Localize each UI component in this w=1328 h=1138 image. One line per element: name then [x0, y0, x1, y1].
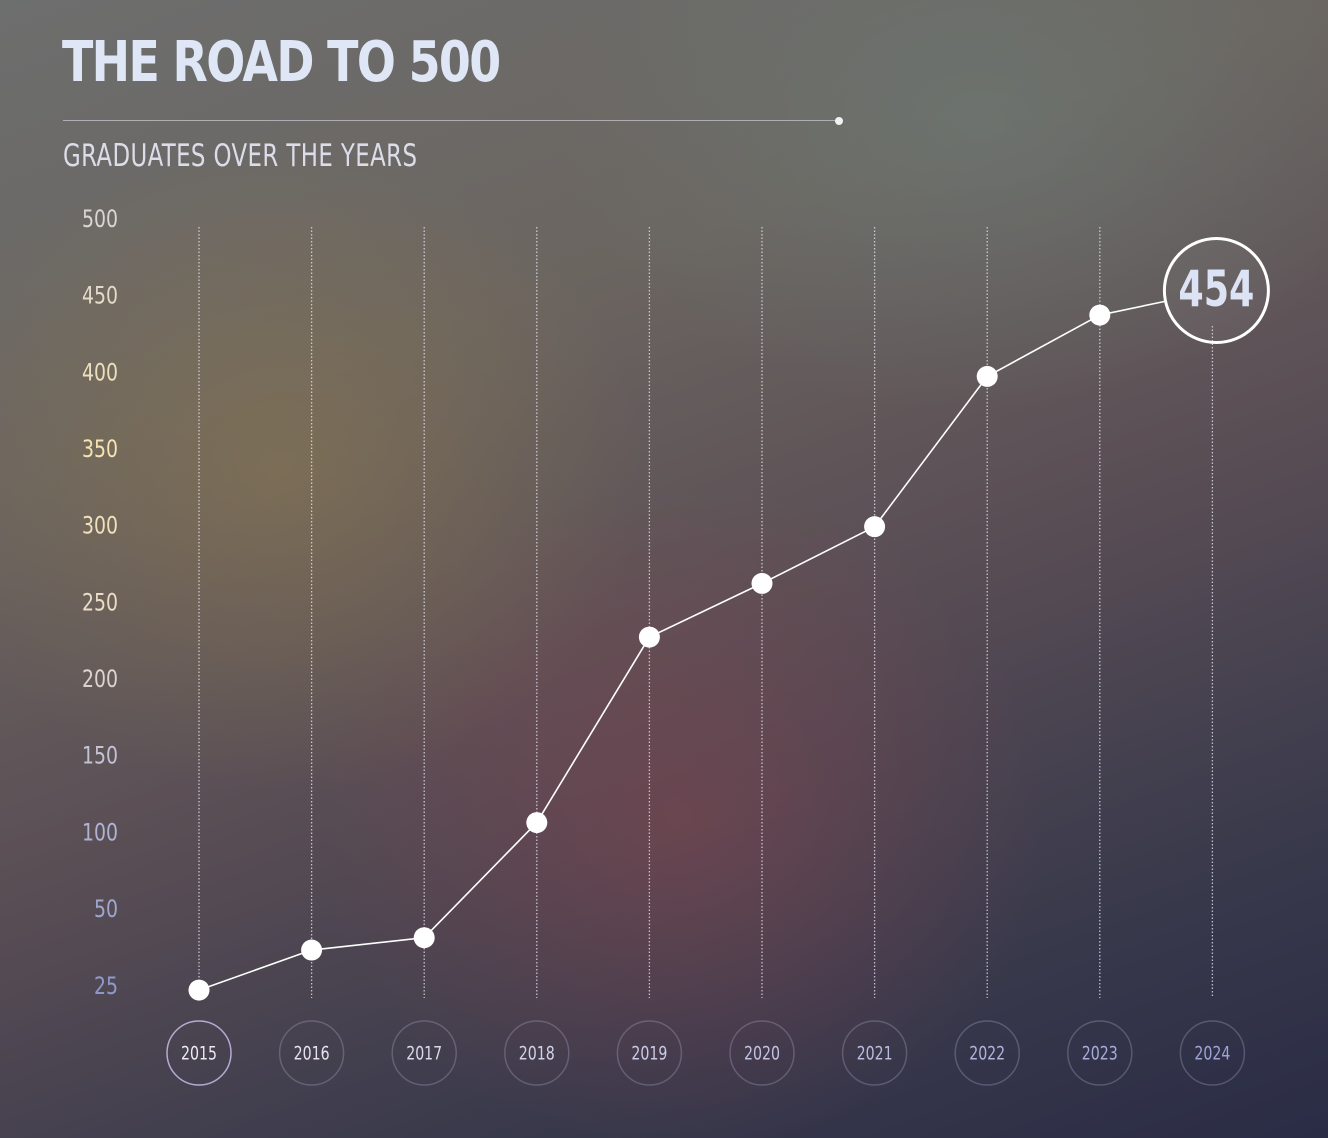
year-circle-2020	[729, 1020, 795, 1086]
y-tick-300: 300	[82, 512, 118, 540]
year-circle-2021	[841, 1020, 908, 1086]
x-tick-2015: 2015	[181, 1043, 217, 1065]
year-circle-2018	[504, 1020, 570, 1086]
highlight-badge: 454	[1162, 237, 1270, 345]
y-tick-500: 500	[82, 205, 118, 233]
data-point-2017	[413, 927, 435, 949]
x-tick-2023: 2023	[1082, 1043, 1118, 1065]
y-tick-150: 150	[82, 742, 118, 770]
y-tick-50: 50	[94, 895, 118, 923]
data-point-2015	[188, 979, 210, 1001]
x-tick-2016: 2016	[294, 1043, 330, 1065]
x-tick-2019: 2019	[631, 1043, 667, 1065]
x-tick-2024: 2024	[1194, 1043, 1230, 1065]
chart-title: THE ROAD TO 500	[62, 30, 501, 95]
data-point-2024	[1162, 237, 1270, 345]
y-tick-100: 100	[82, 818, 118, 846]
data-point-2021	[864, 516, 886, 538]
y-tick-450: 450	[82, 282, 118, 310]
y-axis: 25 50 100 150 200 250 300 350 400 450 500	[82, 205, 118, 1000]
data-point-2022	[976, 365, 998, 387]
y-tick-250: 250	[82, 588, 118, 616]
x-tick-2017: 2017	[406, 1043, 442, 1065]
year-circle-2015	[166, 1020, 232, 1086]
year-circle-2017	[391, 1020, 457, 1086]
highlight-value-label: 454	[1178, 260, 1254, 318]
year-circle-2023	[1067, 1020, 1133, 1086]
data-point-2018	[526, 812, 548, 834]
data-point-2016	[301, 939, 323, 961]
x-tick-2020: 2020	[744, 1043, 780, 1065]
y-tick-400: 400	[82, 358, 118, 386]
data-point-2023	[1089, 304, 1111, 326]
year-circle-2016	[278, 1020, 345, 1086]
y-tick-350: 350	[82, 435, 118, 463]
title-divider	[63, 120, 839, 121]
x-axis: 2015 2016 2017 2018 2019 2020 2021 2022 2023 2024	[166, 1020, 1246, 1086]
year-circle-2024	[1179, 1020, 1246, 1086]
grid-lines	[198, 227, 1214, 998]
y-tick-25: 25	[94, 972, 118, 1000]
x-tick-2021: 2021	[857, 1043, 893, 1065]
chart-subtitle: GRADUATES OVER THE YEARS	[63, 138, 418, 174]
x-tick-2018: 2018	[519, 1043, 555, 1065]
series-graduates	[188, 300, 1166, 1001]
series-line	[198, 300, 1166, 991]
year-circle-2019	[616, 1020, 683, 1086]
data-point-2019	[638, 626, 660, 648]
divider-end-dot	[835, 117, 843, 125]
data-point-2020	[751, 572, 773, 594]
year-circle-2022	[954, 1020, 1020, 1086]
x-tick-2022: 2022	[969, 1043, 1005, 1065]
y-tick-200: 200	[82, 665, 118, 693]
